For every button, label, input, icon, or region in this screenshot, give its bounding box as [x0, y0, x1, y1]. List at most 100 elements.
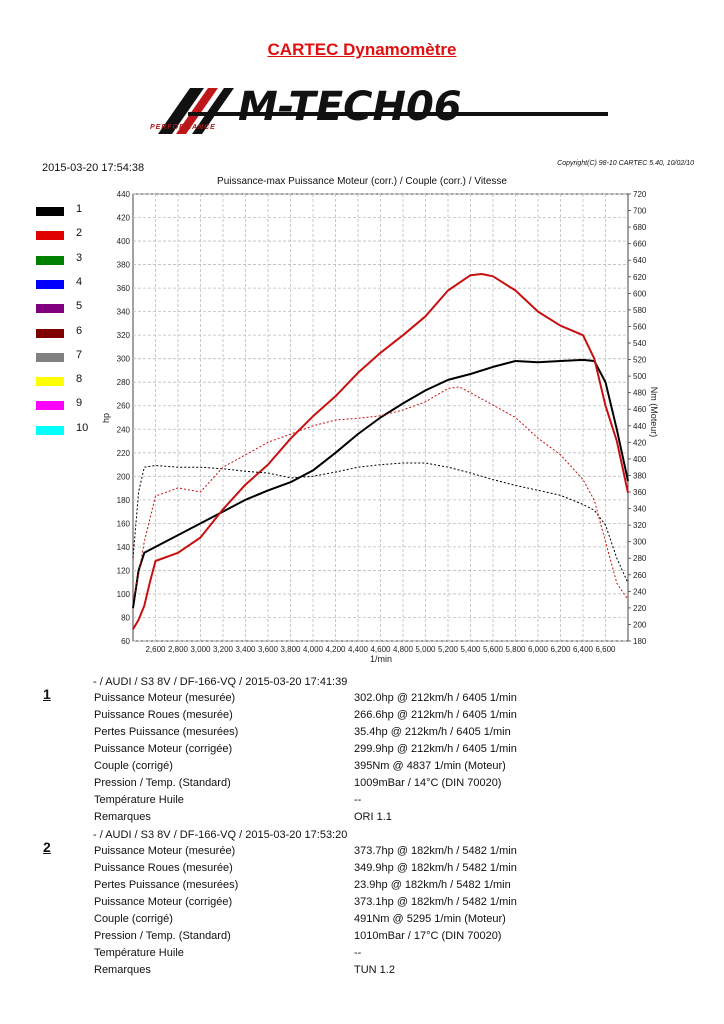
y-right-tick-label: 440 — [633, 422, 647, 431]
x-tick-label: 5,600 — [483, 645, 504, 654]
y-right-tick-label: 400 — [633, 455, 647, 464]
y-left-tick-label: 220 — [117, 449, 131, 458]
run-row-value: 299.9hp @ 212km/h / 6405 1/min — [354, 743, 517, 755]
x-tick-label: 6,400 — [573, 645, 594, 654]
legend-label: 8 — [76, 373, 83, 386]
x-tick-label: 6,000 — [528, 645, 549, 654]
run-row-value: 302.0hp @ 212km/h / 6405 1/min — [354, 692, 517, 704]
y-right-tick-label: 180 — [633, 637, 647, 646]
y-axis-right-label: Nm (Moteur) — [649, 387, 659, 438]
y-right-tick-label: 280 — [633, 554, 647, 563]
y-right-tick-label: 520 — [633, 356, 647, 365]
y-left-tick-label: 80 — [121, 613, 130, 622]
x-axis-label: 1/min — [370, 654, 392, 664]
run-row-value: 23.9hp @ 182km/h / 5482 1/min — [354, 879, 511, 891]
x-tick-label: 4,600 — [370, 645, 391, 654]
y-right-tick-label: 240 — [633, 587, 647, 596]
run-row-value: 373.7hp @ 182km/h / 5482 1/min — [354, 845, 517, 857]
x-tick-label: 5,200 — [438, 645, 459, 654]
legend-swatch — [36, 231, 64, 241]
y-right-tick-label: 460 — [633, 405, 647, 414]
run-row-value: 373.1hp @ 182km/h / 5482 1/min — [354, 896, 517, 908]
y-right-tick-label: 380 — [633, 471, 647, 480]
y-right-tick-label: 560 — [633, 322, 647, 331]
y-right-tick-label: 660 — [633, 240, 647, 249]
y-axis-left-label: hp — [101, 413, 111, 423]
y-left-tick-label: 400 — [117, 237, 131, 246]
y-left-tick-label: 100 — [117, 590, 131, 599]
series-line-2-solid — [132, 273, 629, 630]
y-left-tick-label: 420 — [117, 214, 131, 223]
legend-label: 3 — [76, 251, 83, 264]
run-row-label: Puissance Moteur (corrigée) — [94, 743, 233, 755]
y-right-tick-label: 200 — [633, 620, 647, 629]
copyright: Copyright(C) 98-10 CARTEC 5.40, 10/02/10 — [557, 160, 694, 167]
legend-label: 7 — [76, 348, 83, 361]
run-row-value: 1009mBar / 14°C (DIN 70020) — [354, 777, 502, 789]
run-row-value: ORI 1.1 — [354, 811, 392, 823]
x-tick-label: 5,800 — [505, 645, 526, 654]
y-left-tick-label: 200 — [117, 472, 131, 481]
y-left-tick-label: 440 — [117, 190, 131, 199]
run-row-label: Température Huile — [94, 794, 184, 806]
legend-label: 2 — [76, 227, 83, 240]
y-left-tick-label: 120 — [117, 566, 131, 575]
y-right-tick-label: 300 — [633, 538, 647, 547]
y-right-tick-label: 540 — [633, 339, 647, 348]
y-left-tick-label: 340 — [117, 308, 131, 317]
run-row-value: 395Nm @ 4837 1/min (Moteur) — [354, 760, 506, 772]
x-tick-label: 5,000 — [415, 645, 436, 654]
y-right-tick-label: 260 — [633, 571, 647, 580]
y-right-tick-label: 360 — [633, 488, 647, 497]
series-line-1-dashed — [132, 462, 629, 584]
report-timestamp: 2015-03-20 17:54:38 — [42, 162, 145, 174]
m-tech06-logo: M-TECH06 — [158, 84, 608, 134]
run-row-label: Couple (corrigé) — [94, 760, 173, 772]
y-right-tick-label: 480 — [633, 389, 647, 398]
legend-swatch — [36, 352, 64, 362]
y-right-tick-label: 580 — [633, 306, 647, 315]
legend-label: 10 — [76, 421, 89, 434]
y-left-tick-label: 60 — [121, 637, 130, 646]
run-row-label: Pertes Puissance (mesurées) — [94, 879, 239, 891]
x-tick-label: 4,800 — [393, 645, 414, 654]
y-right-tick-label: 500 — [633, 372, 647, 381]
x-tick-label: 3,200 — [213, 645, 234, 654]
legend-swatch — [36, 425, 64, 435]
y-left-tick-label: 140 — [117, 543, 131, 552]
legend-label: 9 — [76, 397, 83, 410]
x-tick-label: 3,600 — [258, 645, 279, 654]
y-left-tick-label: 260 — [117, 402, 131, 411]
legend-swatch — [36, 401, 64, 411]
run-row-label: Température Huile — [94, 947, 184, 959]
x-tick-label: 2,800 — [168, 645, 189, 654]
run-row-label: Puissance Moteur (mesurée) — [94, 692, 236, 704]
run-row-label: Puissance Moteur (mesurée) — [94, 845, 236, 857]
legend-swatch — [36, 377, 64, 387]
x-tick-label: 3,800 — [280, 645, 301, 654]
run-header: - / AUDI / S3 8V / DF-166-VQ / 2015-03-2… — [93, 676, 348, 688]
x-tick-label: 3,000 — [190, 645, 211, 654]
y-right-tick-label: 420 — [633, 438, 647, 447]
y-left-tick-label: 320 — [117, 331, 131, 340]
run-row-label: Pertes Puissance (mesurées) — [94, 726, 239, 738]
run-row-value: 491Nm @ 5295 1/min (Moteur) — [354, 913, 506, 925]
run-row-value: 266.6hp @ 212km/h / 6405 1/min — [354, 709, 517, 721]
legend-swatch — [36, 304, 64, 314]
x-tick-label: 5,400 — [460, 645, 481, 654]
y-left-tick-label: 280 — [117, 378, 131, 387]
y-right-tick-label: 680 — [633, 223, 647, 232]
legend-label: 6 — [76, 324, 83, 337]
x-tick-label: 6,600 — [595, 645, 616, 654]
run-row-value: 1010mBar / 17°C (DIN 70020) — [354, 930, 502, 942]
y-left-tick-label: 180 — [117, 496, 131, 505]
legend-label: 5 — [76, 300, 83, 313]
legend-swatch — [36, 279, 64, 289]
run-number: 1 — [43, 686, 51, 702]
run-row-value: TUN 1.2 — [354, 964, 395, 976]
run-row-value: -- — [354, 947, 362, 959]
report-title: CARTEC Dynamomètre — [267, 40, 457, 59]
x-tick-label: 6,200 — [550, 645, 571, 654]
y-right-tick-label: 340 — [633, 505, 647, 514]
